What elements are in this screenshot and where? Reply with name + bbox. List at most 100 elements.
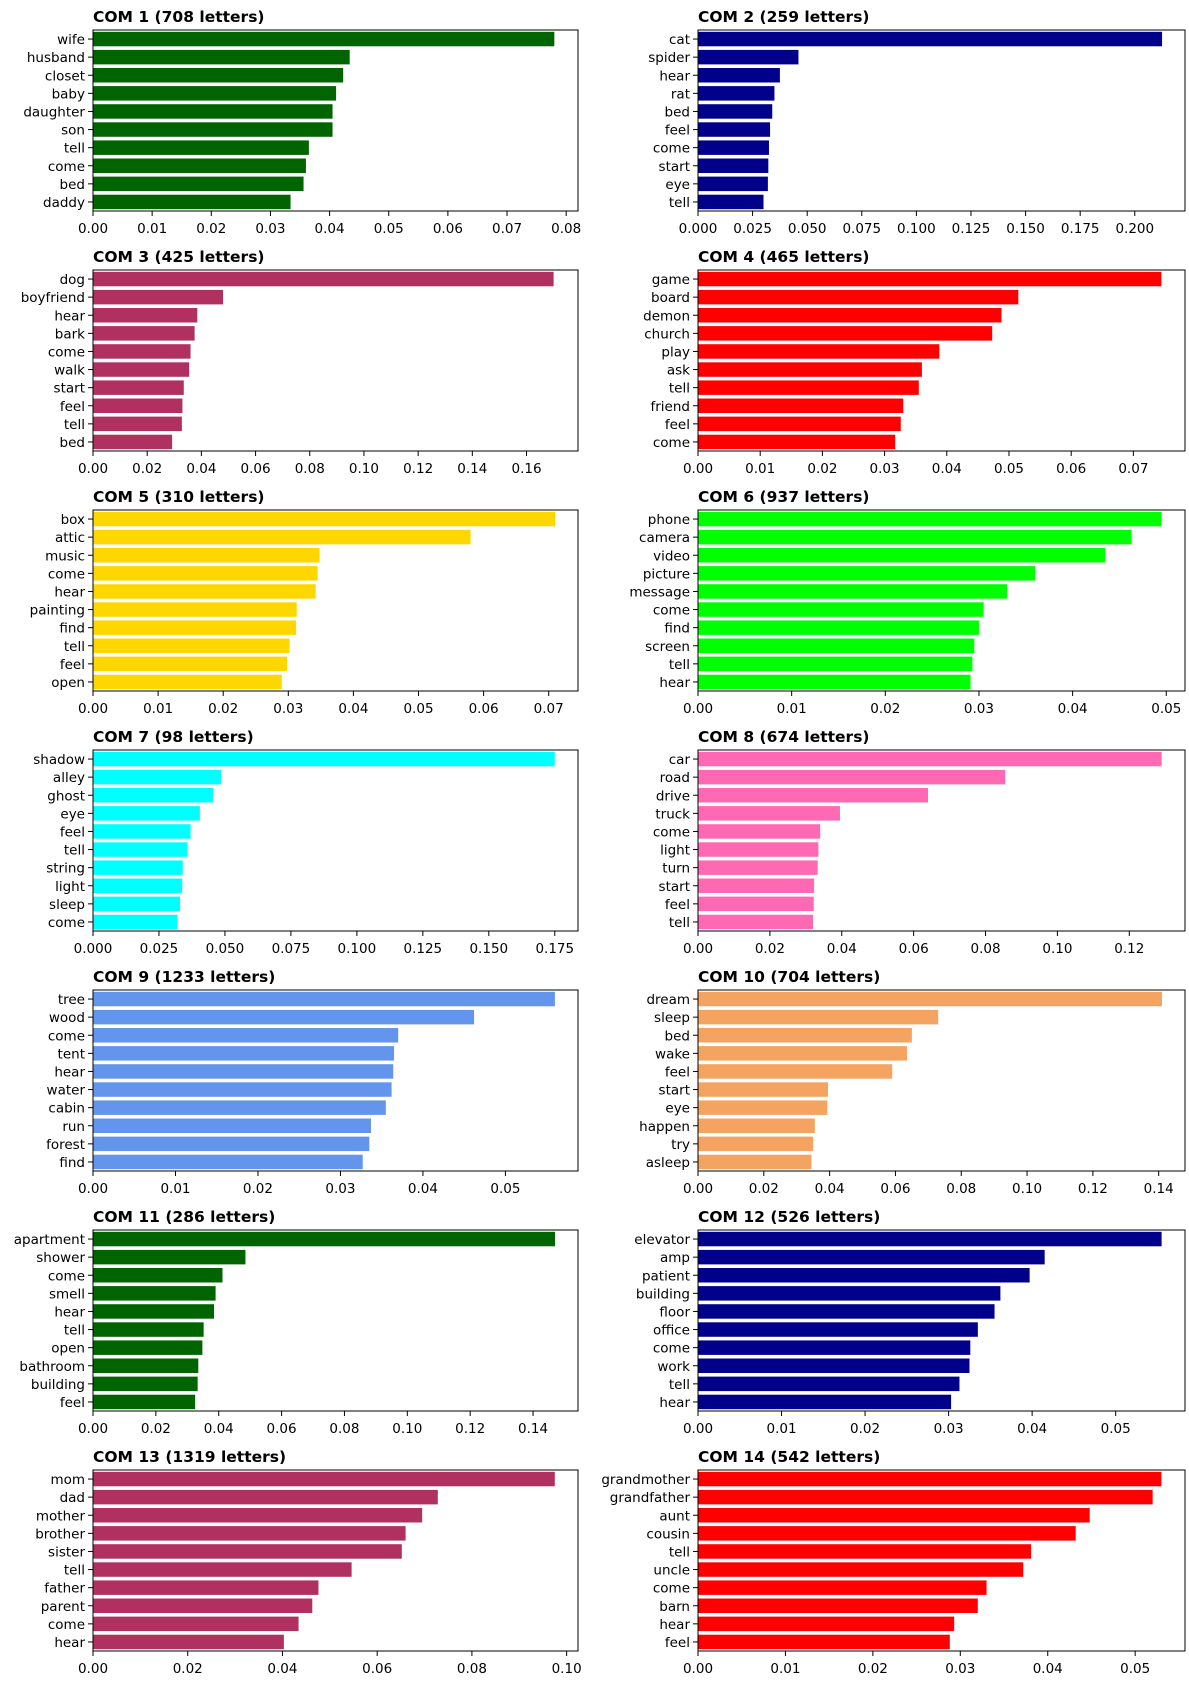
category-label-open: open bbox=[51, 1341, 85, 1357]
bar-tell bbox=[698, 380, 919, 395]
category-label-uncle: uncle bbox=[653, 1563, 690, 1579]
bar-amp bbox=[698, 1249, 1045, 1265]
xtick-label: 0.05 bbox=[1120, 1661, 1150, 1677]
xtick-label: 0.00 bbox=[683, 941, 713, 957]
category-label-tree: tree bbox=[58, 992, 85, 1008]
category-label-rat: rat bbox=[671, 86, 690, 102]
bar-bed bbox=[93, 176, 304, 192]
xtick-label: 0.150 bbox=[469, 941, 508, 957]
bar-come bbox=[93, 158, 306, 173]
bar-building bbox=[698, 1286, 1001, 1301]
chart-title-13: COM 13 (1319 letters) bbox=[93, 1448, 286, 1466]
bar-come bbox=[93, 344, 191, 359]
xtick-label: 0.08 bbox=[295, 461, 325, 477]
xtick-label: 0.08 bbox=[551, 221, 581, 237]
category-label-brother: brother bbox=[35, 1526, 85, 1542]
bar-smell bbox=[93, 1286, 216, 1301]
chart-title-7: COM 7 (98 letters) bbox=[93, 728, 254, 746]
category-label-mother: mother bbox=[36, 1508, 86, 1524]
xtick-label: 0.00 bbox=[78, 701, 108, 717]
category-label-office: office bbox=[653, 1323, 690, 1339]
category-label-patient: patient bbox=[642, 1268, 690, 1284]
category-label-tell: tell bbox=[64, 1323, 85, 1339]
axes-frame bbox=[92, 749, 579, 932]
bar-uncle bbox=[698, 1562, 1024, 1577]
xtick-label: 0.125 bbox=[952, 221, 991, 237]
xtick-label: 0.050 bbox=[788, 221, 827, 237]
bar-tell bbox=[698, 656, 973, 672]
category-label-find: find bbox=[664, 621, 690, 637]
bar-cat bbox=[698, 31, 1163, 47]
chart-title-14: COM 14 (542 letters) bbox=[698, 1448, 880, 1466]
xtick-label: 0.07 bbox=[534, 701, 564, 717]
chart-title-2: COM 2 (259 letters) bbox=[698, 8, 870, 26]
category-label-work: work bbox=[657, 1359, 690, 1375]
xtick-label: 0.06 bbox=[241, 461, 271, 477]
chart-panel-4: COM 4 (465 letters) game board demon church p… bbox=[643, 248, 1186, 477]
bar-light bbox=[698, 842, 819, 857]
chart-panel-5: COM 5 (310 letters) box attic music come hear… bbox=[30, 488, 579, 717]
xtick-label: 0.200 bbox=[1115, 221, 1154, 237]
category-label-friend: friend bbox=[651, 399, 691, 415]
bar-eye bbox=[698, 1100, 828, 1115]
bar-forest bbox=[93, 1136, 370, 1152]
bar-bark bbox=[93, 326, 195, 341]
bar-feel bbox=[698, 1634, 950, 1650]
xtick-label: 0.03 bbox=[325, 1181, 355, 1197]
bar-demon bbox=[698, 308, 1002, 323]
category-label-feel: feel bbox=[60, 399, 85, 415]
category-label-tell: tell bbox=[669, 195, 690, 211]
bar-shadow bbox=[93, 751, 555, 767]
category-label-wake: wake bbox=[655, 1046, 690, 1062]
category-label-building: building bbox=[636, 1286, 690, 1302]
category-label-barn: barn bbox=[659, 1599, 690, 1615]
category-label-dream: dream bbox=[646, 992, 690, 1008]
xtick-label: 0.06 bbox=[469, 701, 499, 717]
bar-wife bbox=[93, 31, 555, 47]
bar-baby bbox=[93, 86, 337, 101]
xtick-label: 0.05 bbox=[994, 461, 1024, 477]
xtick-label: 0.03 bbox=[934, 1421, 964, 1437]
category-label-open: open bbox=[51, 675, 85, 691]
category-label-camera: camera bbox=[639, 530, 690, 546]
axes-frame bbox=[697, 269, 1186, 452]
category-label-hear: hear bbox=[54, 584, 85, 600]
axes-frame bbox=[92, 1469, 579, 1652]
category-label-string: string bbox=[46, 861, 85, 877]
xtick-label: 0.06 bbox=[362, 1661, 392, 1677]
category-label-bed: bed bbox=[665, 1028, 690, 1044]
xtick-label: 0.05 bbox=[490, 1181, 520, 1197]
bar-light bbox=[93, 878, 183, 893]
bar-shower bbox=[93, 1249, 246, 1265]
bar-turn bbox=[698, 860, 818, 875]
xtick-label: 0.04 bbox=[338, 701, 368, 717]
xtick-label: 0.04 bbox=[815, 1181, 845, 1197]
xtick-label: 0.16 bbox=[511, 461, 541, 477]
bar-start bbox=[93, 380, 184, 395]
xtick-label: 0.03 bbox=[945, 1661, 975, 1677]
category-label-hear: hear bbox=[659, 1395, 690, 1411]
chart-title-6: COM 6 (937 letters) bbox=[698, 488, 870, 506]
bar-tell bbox=[93, 1322, 204, 1337]
bar-come bbox=[93, 914, 178, 930]
category-label-hear: hear bbox=[659, 1617, 690, 1633]
bar-tell bbox=[698, 1544, 1032, 1559]
xtick-label: 0.01 bbox=[137, 221, 167, 237]
xtick-label: 0.02 bbox=[196, 221, 226, 237]
category-label-tent: tent bbox=[58, 1046, 85, 1062]
category-label-box: box bbox=[61, 512, 85, 528]
bar-feel bbox=[93, 824, 191, 839]
xtick-label: 0.02 bbox=[749, 1181, 779, 1197]
bar-feel bbox=[93, 1394, 196, 1410]
xtick-label: 0.02 bbox=[141, 1421, 171, 1437]
chart-panel-9: COM 9 (1233 letters) tree wood come tent hear… bbox=[46, 968, 579, 1197]
bar-tell bbox=[698, 194, 764, 210]
bar-start bbox=[698, 158, 769, 173]
xtick-label: 0.02 bbox=[858, 1661, 888, 1677]
bar-patient bbox=[698, 1268, 1030, 1283]
category-label-come: come bbox=[48, 1617, 85, 1633]
xtick-label: 0.02 bbox=[850, 1421, 880, 1437]
axes-frame bbox=[92, 269, 579, 452]
category-label-ask: ask bbox=[667, 363, 690, 379]
